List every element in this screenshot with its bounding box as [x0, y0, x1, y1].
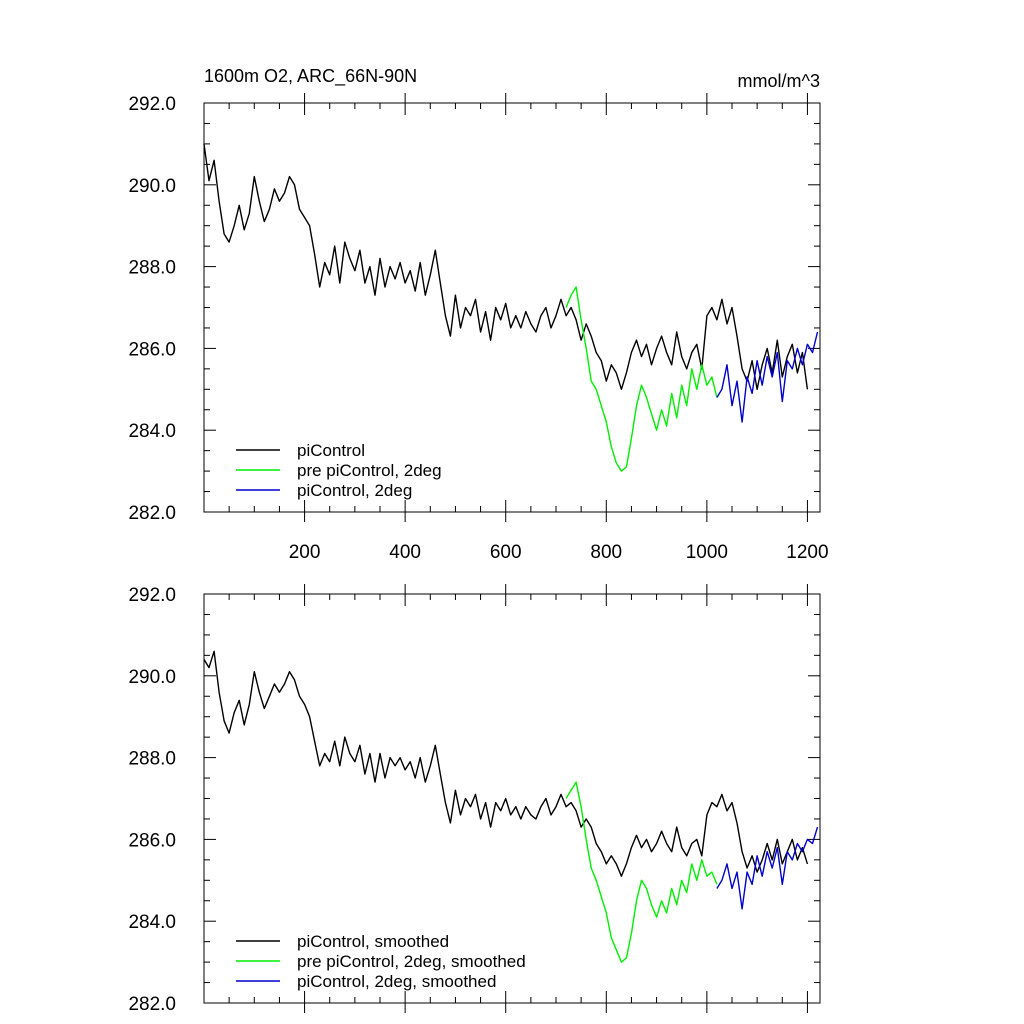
y-tick-label: 282.0 — [128, 994, 176, 1015]
series-line-0 — [203, 143, 809, 390]
legend-label: piControl, 2deg — [297, 481, 412, 500]
legend-label: pre piControl, 2deg — [297, 461, 442, 480]
y-tick-label: 284.0 — [128, 912, 176, 933]
x-tick-label: 1000 — [686, 542, 728, 563]
y-tick-label: 288.0 — [128, 749, 176, 770]
x-tick-label: 1200 — [786, 542, 828, 563]
series-line-2 — [716, 331, 819, 423]
x-tick-label: 400 — [389, 542, 421, 563]
legend-label: piControl — [297, 441, 365, 460]
legend-label: pre piControl, 2deg, smoothed — [297, 952, 526, 971]
x-tick-label: 600 — [490, 542, 522, 563]
y-tick-label: 284.0 — [128, 421, 176, 442]
y-tick-label: 290.0 — [128, 176, 176, 197]
units-label: mmol/m^3 — [738, 71, 820, 91]
y-tick-label: 292.0 — [128, 585, 176, 606]
y-tick-label: 290.0 — [128, 667, 176, 688]
legend-label: piControl, 2deg, smoothed — [297, 972, 496, 991]
bottom-chart-panel: 282.0 284.0 286.0 288.0 290.0 292.0 piControl,… — [128, 584, 821, 1015]
y-tick-label: 282.0 — [128, 503, 176, 524]
top-chart-panel: 1600m O2, ARC_66N-90N mmol/m^3 282.0 284.… — [128, 66, 828, 563]
x-tick-label: 800 — [590, 542, 622, 563]
y-tick-label: 288.0 — [128, 258, 176, 279]
series-line-1 — [565, 286, 718, 472]
y-tick-label: 292.0 — [128, 94, 176, 115]
legend-label: piControl, smoothed — [297, 932, 449, 951]
series-line-2 — [716, 826, 819, 910]
y-tick-label: 286.0 — [128, 339, 176, 360]
series-line-0 — [203, 650, 809, 877]
chart-title: 1600m O2, ARC_66N-90N — [204, 66, 417, 87]
x-tick-label: 200 — [289, 542, 321, 563]
series-line-1 — [565, 781, 718, 963]
y-tick-label: 286.0 — [128, 830, 176, 851]
